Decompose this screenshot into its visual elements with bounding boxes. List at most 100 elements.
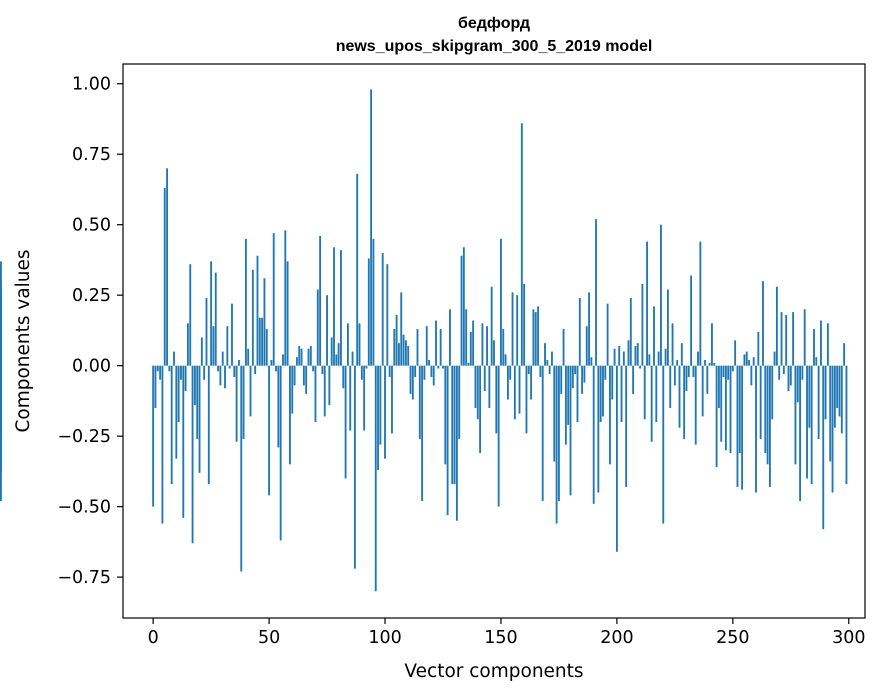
bar bbox=[673, 365, 676, 386]
bar bbox=[490, 286, 493, 366]
bar bbox=[321, 365, 324, 375]
bar bbox=[789, 365, 792, 386]
bar bbox=[284, 230, 287, 366]
bar bbox=[504, 354, 507, 366]
y-tick-label: 0.50 bbox=[72, 216, 111, 236]
bar bbox=[439, 329, 442, 366]
bar bbox=[762, 281, 764, 366]
bar bbox=[803, 309, 806, 366]
bar bbox=[669, 365, 672, 408]
bar bbox=[611, 365, 614, 400]
bar bbox=[592, 365, 595, 504]
x-tick-label: 0 bbox=[148, 628, 159, 648]
bar bbox=[817, 365, 820, 439]
bar bbox=[395, 314, 398, 366]
bar bbox=[553, 365, 556, 462]
bar bbox=[488, 365, 491, 408]
bar bbox=[833, 365, 836, 428]
bar bbox=[379, 365, 382, 445]
bar bbox=[360, 365, 363, 380]
bar bbox=[845, 365, 848, 485]
bar bbox=[323, 365, 326, 417]
bar bbox=[516, 295, 519, 366]
bar bbox=[367, 258, 370, 366]
bar bbox=[316, 289, 319, 366]
bar bbox=[295, 357, 298, 366]
bar bbox=[356, 173, 359, 366]
bar bbox=[518, 365, 521, 414]
bar bbox=[632, 365, 635, 394]
bar bbox=[676, 360, 679, 366]
bar bbox=[388, 365, 391, 377]
bar bbox=[168, 365, 171, 372]
bar bbox=[810, 365, 813, 485]
bar bbox=[599, 365, 602, 423]
bar bbox=[646, 241, 648, 366]
bar bbox=[319, 235, 322, 366]
bar bbox=[224, 365, 226, 389]
bar bbox=[778, 365, 781, 380]
bar bbox=[305, 365, 308, 394]
bar bbox=[416, 329, 419, 366]
bar bbox=[344, 365, 347, 479]
bar bbox=[407, 345, 410, 366]
y-tick-label: 0.00 bbox=[72, 357, 111, 377]
y-tick-label: −0.50 bbox=[57, 498, 111, 518]
bar bbox=[678, 365, 681, 428]
bar bbox=[558, 365, 560, 501]
bar bbox=[228, 365, 231, 369]
x-tick-label: 200 bbox=[600, 628, 633, 648]
bar bbox=[597, 365, 600, 493]
bar bbox=[785, 314, 788, 366]
bar bbox=[432, 365, 435, 386]
bar bbox=[794, 365, 797, 465]
bar bbox=[451, 365, 454, 485]
bar bbox=[163, 188, 166, 366]
chart-subtitle: news_upos_skipgram_300_5_2019 model bbox=[336, 38, 653, 55]
bar bbox=[377, 365, 379, 470]
bar bbox=[752, 357, 755, 366]
bar bbox=[442, 365, 444, 369]
bar bbox=[666, 289, 669, 366]
bar bbox=[193, 365, 196, 406]
bar bbox=[238, 360, 240, 366]
bar bbox=[251, 269, 254, 366]
bar bbox=[748, 360, 750, 366]
x-tick-label: 150 bbox=[484, 628, 517, 648]
bar bbox=[569, 365, 572, 496]
bar bbox=[750, 365, 753, 386]
bar bbox=[386, 264, 389, 366]
bar bbox=[453, 365, 456, 485]
y-axis-ticks: −0.75 −0.50 −0.25 0.00 0.25 0.50 0.75 1.00 bbox=[57, 75, 123, 588]
bar bbox=[402, 334, 405, 366]
bar bbox=[351, 351, 354, 366]
bar bbox=[493, 340, 495, 366]
bar bbox=[340, 250, 342, 366]
bar bbox=[275, 365, 277, 372]
bar bbox=[824, 365, 827, 420]
bar bbox=[662, 365, 665, 524]
bar bbox=[497, 365, 500, 507]
bar bbox=[822, 365, 825, 530]
bar bbox=[731, 365, 734, 372]
bar bbox=[472, 320, 475, 366]
bar bbox=[418, 365, 421, 439]
bar bbox=[381, 252, 384, 366]
bar bbox=[745, 351, 748, 366]
bar bbox=[435, 320, 437, 366]
y-tick-label: −0.25 bbox=[57, 427, 111, 447]
bar bbox=[548, 365, 551, 375]
bar bbox=[618, 345, 621, 366]
bar bbox=[170, 365, 173, 485]
y-tick-label: 0.75 bbox=[72, 145, 111, 165]
bar bbox=[328, 365, 331, 406]
bar bbox=[444, 365, 447, 465]
bar bbox=[539, 365, 542, 377]
bar bbox=[738, 365, 741, 454]
bar bbox=[567, 365, 570, 425]
bar bbox=[411, 365, 414, 400]
bar bbox=[270, 360, 273, 366]
bar bbox=[704, 360, 706, 366]
plot-area-frame bbox=[122, 63, 866, 619]
bar bbox=[393, 329, 396, 366]
